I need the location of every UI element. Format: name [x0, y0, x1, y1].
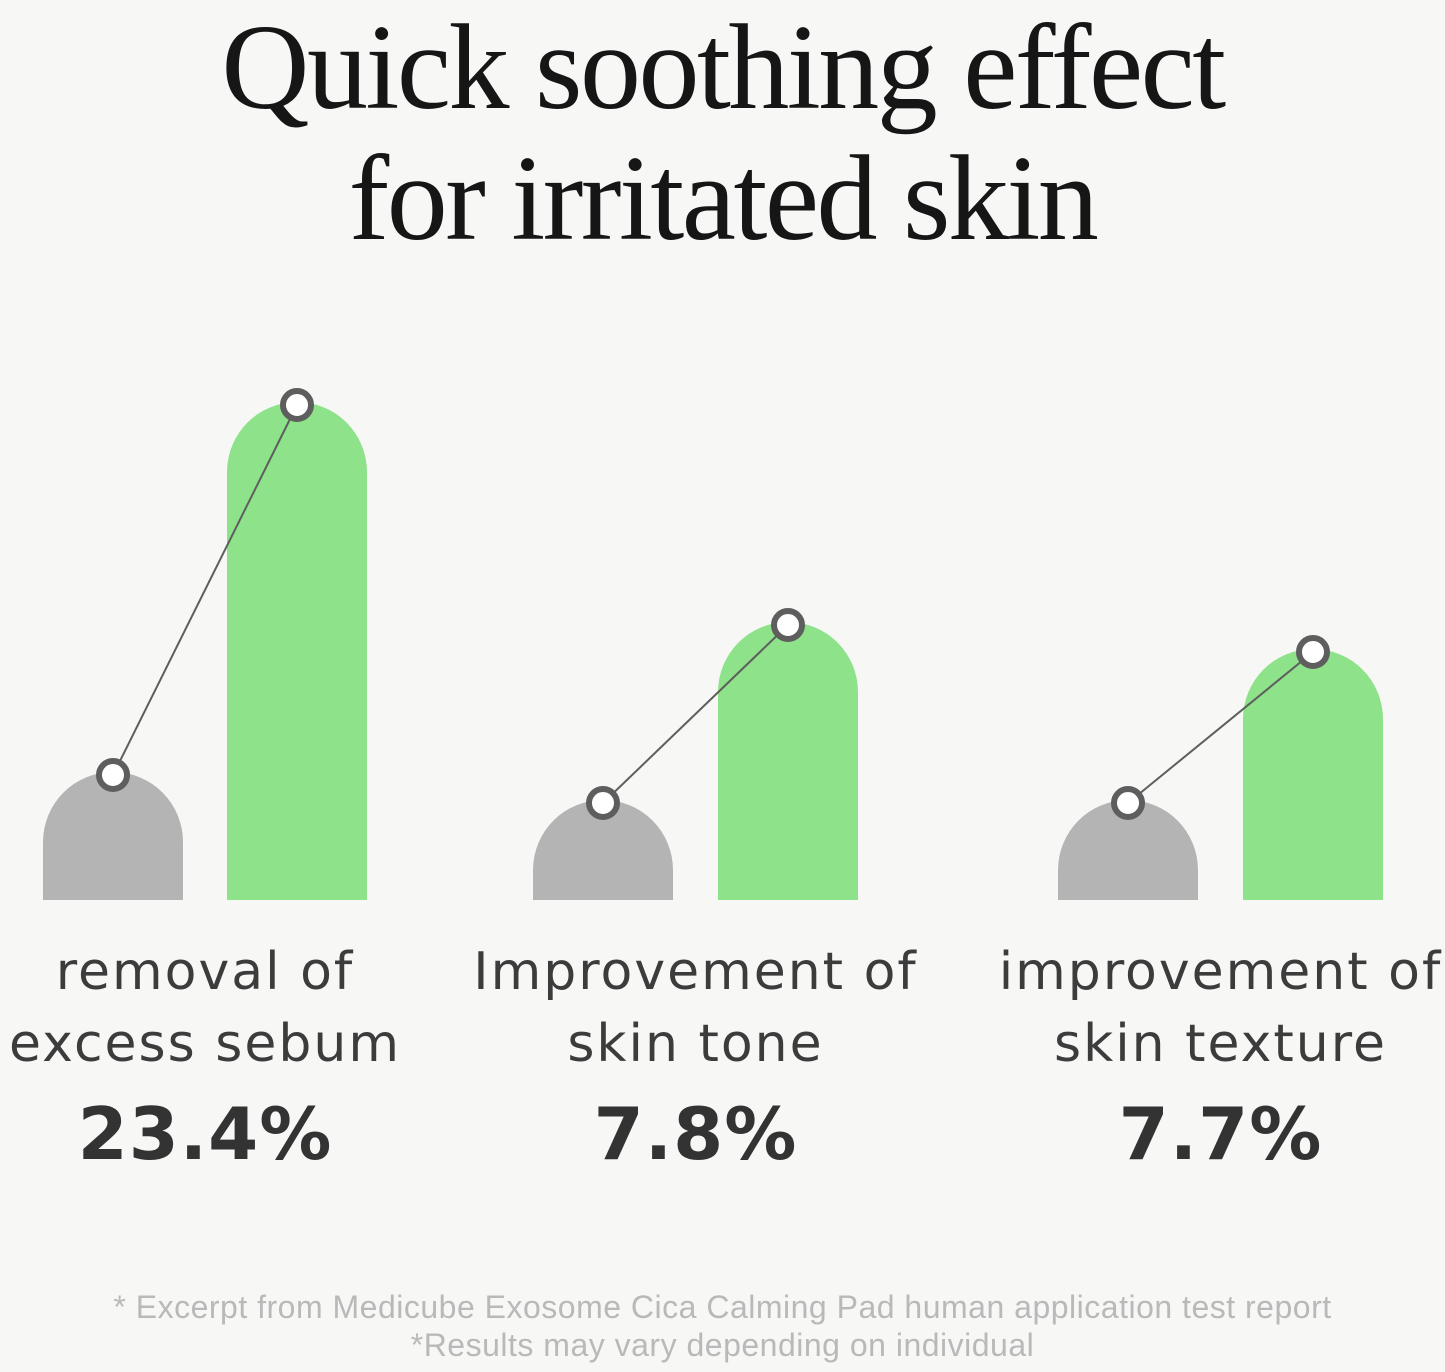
group-label-line-1: removal of [55, 942, 355, 1002]
after-bar [1243, 649, 1383, 900]
before-marker-dot [586, 786, 620, 820]
group-labels: Improvement of skin tone 7.8% [446, 936, 946, 1176]
group-labels: improvement of skin texture 7.7% [971, 936, 1445, 1176]
title-line-2: for irritated skin [348, 131, 1099, 266]
group-label-line-2: skin texture [1054, 1014, 1387, 1074]
after-marker-dot [280, 388, 314, 422]
before-marker-dot [96, 758, 130, 792]
before-bar [43, 772, 183, 900]
after-marker-dot [1296, 635, 1330, 669]
before-marker-dot [1111, 786, 1145, 820]
group-label-line-2: excess sebum [9, 1014, 401, 1074]
footnote-line-2: *Results may vary depending on individua… [410, 1327, 1035, 1363]
before-bar [1058, 800, 1198, 900]
group-label-line-1: Improvement of [473, 942, 918, 1002]
group-value: 7.7% [1118, 1092, 1323, 1176]
page-title: Quick soothing effect for irritated skin [0, 0, 1445, 264]
footnote-line-1: * Excerpt from Medicube Exosome Cica Cal… [113, 1289, 1332, 1325]
after-bar [718, 622, 858, 900]
connector-line [112, 404, 298, 776]
connector-line [1127, 651, 1314, 804]
connector-line [602, 624, 789, 804]
group-label-line-2: skin tone [567, 1014, 824, 1074]
group-labels: removal of excess sebum 23.4% [0, 936, 455, 1176]
before-bar [533, 800, 673, 900]
after-marker-dot [771, 608, 805, 642]
group-label-line-1: improvement of [998, 942, 1443, 1002]
after-bar [227, 402, 367, 900]
title-line-1: Quick soothing effect [221, 0, 1226, 135]
footnote: * Excerpt from Medicube Exosome Cica Cal… [0, 1288, 1445, 1364]
group-value: 7.8% [593, 1092, 798, 1176]
group-value: 23.4% [77, 1092, 333, 1176]
